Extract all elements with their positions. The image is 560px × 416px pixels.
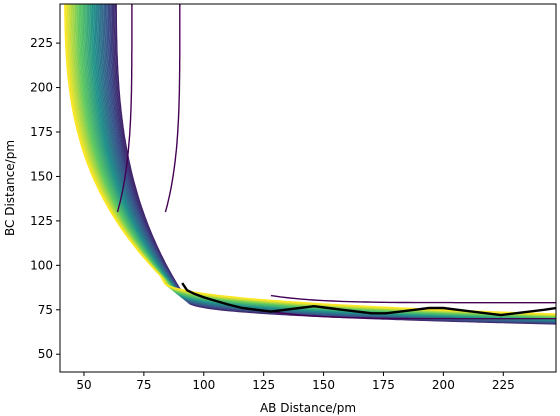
y-tick-label: 225 [30, 36, 53, 50]
x-tick-label: 175 [372, 378, 395, 392]
y-axis-label: BC Distance/pm [3, 140, 17, 236]
y-tick-label: 200 [30, 81, 53, 95]
y-tick-label: 175 [30, 125, 53, 139]
plot-frame [59, 3, 557, 373]
y-tick-label: 50 [38, 347, 53, 361]
x-tick-label: 100 [192, 378, 215, 392]
y-tick-label: 125 [30, 214, 53, 228]
x-axis-label: AB Distance/pm [260, 401, 356, 415]
x-tick-label: 75 [136, 378, 151, 392]
x-tick-label: 150 [312, 378, 335, 392]
contour-line [270, 294, 556, 304]
contour-line [64, 4, 556, 315]
x-tick-label: 200 [432, 378, 455, 392]
x-tick-label: 125 [252, 378, 275, 392]
y-tick-label: 75 [38, 303, 53, 317]
x-axis-ticks: 50 75 100 125 150 175 200 225 [76, 372, 515, 392]
contour-line [164, 4, 181, 213]
x-tick-label: 225 [492, 378, 515, 392]
contour-line [116, 4, 133, 213]
contour-lines [64, 4, 556, 325]
trajectory [181, 282, 556, 317]
trajectory-line [181, 282, 556, 317]
y-axis-ticks: 50 75 100 125 150 175 200 225 [30, 36, 60, 361]
y-tick-label: 150 [30, 169, 53, 183]
x-tick-label: 50 [76, 378, 91, 392]
contour-line [270, 310, 556, 320]
y-tick-label: 100 [30, 258, 53, 272]
